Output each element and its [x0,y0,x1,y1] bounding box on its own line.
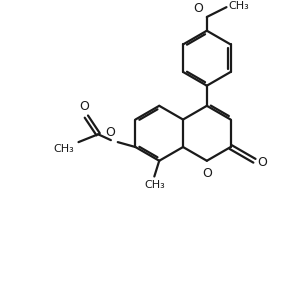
Text: O: O [202,167,212,180]
Text: O: O [193,2,203,15]
Text: O: O [105,126,115,139]
Text: CH₃: CH₃ [229,1,249,11]
Text: CH₃: CH₃ [54,144,75,154]
Text: CH₃: CH₃ [144,180,165,190]
Text: O: O [79,100,89,113]
Text: O: O [258,156,267,169]
